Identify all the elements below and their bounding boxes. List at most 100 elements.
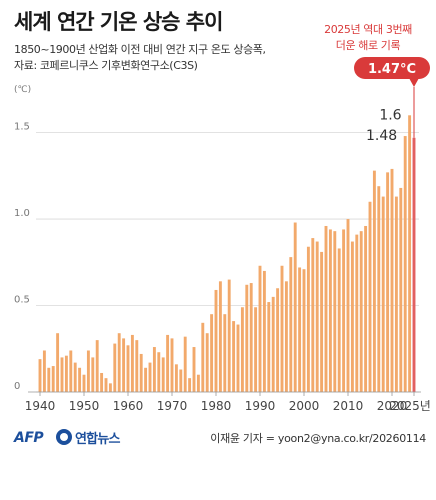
bar-2016	[372, 170, 376, 392]
bar-2008	[337, 248, 341, 392]
bar-2009	[342, 229, 346, 392]
bar-2020	[390, 168, 394, 392]
bar-1945	[60, 357, 64, 392]
bar-1953	[95, 340, 99, 392]
yonhap-logo-text: 연합뉴스	[75, 431, 120, 447]
bar-1962	[135, 340, 139, 392]
x-tick-label: 2000	[289, 399, 320, 413]
bar-1965	[148, 362, 152, 392]
bar-2011	[350, 241, 354, 392]
bar-1948	[73, 362, 77, 392]
bar-2015	[368, 201, 372, 392]
bar-chart: (℃) 0 0.5 1.0 1.5 1940 1950 1960 1970 1980 1990 200…	[14, 57, 431, 413]
bar-1980	[214, 289, 218, 392]
bar-1996	[284, 281, 288, 392]
x-tick-label: 1980	[201, 399, 232, 413]
bar-1984	[232, 321, 236, 392]
x-tick-label: 1940	[25, 399, 56, 413]
chart-title: 세계 연간 기온 상승 추이	[14, 10, 223, 34]
bar-1958	[117, 333, 121, 392]
bar-1970	[170, 338, 174, 392]
subtitle-source: 자료: 코페르니쿠스 기후변화연구소(C3S)	[14, 59, 198, 72]
bar-1988	[249, 283, 253, 392]
highlight-note: 2025년 역대 3번째 더운 해로 기록	[308, 22, 428, 54]
bar-2002	[311, 238, 315, 392]
bar-1975	[192, 347, 196, 392]
callout-pill	[354, 57, 430, 79]
bar-1978	[205, 333, 209, 392]
bar-1961	[130, 334, 134, 392]
bar-1944	[56, 333, 60, 392]
bar-1959	[122, 338, 126, 392]
bar-2001	[306, 246, 310, 392]
bar-1977	[201, 322, 205, 392]
yonhap-logo: 연합뉴스	[56, 427, 120, 447]
bar-1998	[293, 222, 297, 392]
bar-1966	[152, 347, 156, 392]
bar-2018	[381, 196, 385, 392]
bar-1960	[126, 345, 130, 392]
x-tick-label: 2010	[333, 399, 364, 413]
bar-2010	[346, 219, 350, 392]
chart-subtitle: 1850~1900년 산업화 이전 대비 연간 지구 온도 상승폭, 자료: 코…	[14, 42, 314, 74]
afp-logo: AFP	[14, 430, 44, 446]
bar-1982	[223, 314, 227, 392]
bar-1994	[276, 288, 280, 392]
bar-1956	[108, 383, 112, 392]
x-tick-label: 1960	[113, 399, 144, 413]
x-tick-label: 1970	[157, 399, 188, 413]
bar-2012	[355, 234, 359, 392]
bar-1941	[42, 350, 46, 392]
bar-2014	[364, 225, 368, 392]
x-tick-label: 1950	[69, 399, 100, 413]
bar-2006	[328, 229, 332, 392]
bar-1968	[161, 357, 165, 392]
bar-2013	[359, 231, 363, 392]
bar-1950	[82, 374, 86, 392]
bar-1969	[166, 334, 170, 392]
bar-1951	[86, 350, 90, 392]
bar-2003	[315, 241, 319, 392]
data-label-2023: 1.48	[366, 128, 397, 144]
bar-2023	[403, 136, 407, 392]
bar-1991	[262, 270, 266, 392]
bar-1955	[104, 378, 108, 392]
callout-label: 1.47°C	[368, 62, 416, 77]
bar-1946	[64, 355, 68, 392]
bar-1964	[144, 367, 148, 392]
bar-1976	[196, 374, 200, 392]
highlight-bar-2025	[412, 137, 416, 392]
yonhap-mark-icon	[56, 429, 72, 445]
bar-1974	[188, 378, 192, 392]
bar-1942	[47, 367, 51, 392]
bar-1987	[245, 284, 249, 392]
bar-1985	[236, 324, 240, 392]
x-tick-label: 2025년	[389, 399, 431, 413]
bar-2024	[408, 115, 412, 392]
bar-1943	[51, 366, 55, 392]
bar-2000	[302, 269, 306, 392]
bar-2017	[377, 186, 381, 392]
bar-1989	[254, 307, 258, 392]
bar-1981	[218, 281, 222, 392]
x-tick-label: 1990	[245, 399, 276, 413]
callout-pointer	[409, 78, 419, 87]
bar-1973	[183, 336, 187, 392]
bar-1949	[78, 367, 82, 392]
bar-1997	[289, 257, 293, 392]
bar-2022	[399, 187, 403, 392]
bar-1995	[280, 265, 284, 392]
x-tick-label: 2020	[377, 399, 408, 413]
bar-2004	[320, 251, 324, 392]
bar-1963	[139, 353, 143, 392]
y-tick-label: 0.5	[14, 295, 30, 306]
highlight-note-line1: 2025년 역대 3번째	[324, 23, 412, 36]
y-axis-unit-label: (℃)	[14, 85, 31, 95]
subtitle-description: 1850~1900년 산업화 이전 대비 연간 지구 온도 상승폭,	[14, 43, 266, 56]
bar-1952	[91, 357, 95, 392]
bar-1967	[157, 352, 161, 392]
bar-2005	[324, 225, 328, 392]
credit-line: 이재윤 기자 = yoon2@yna.co.kr/20260114	[210, 432, 426, 445]
highlight-note-line2: 더운 해로 기록	[335, 39, 401, 52]
bar-1990	[258, 265, 262, 392]
